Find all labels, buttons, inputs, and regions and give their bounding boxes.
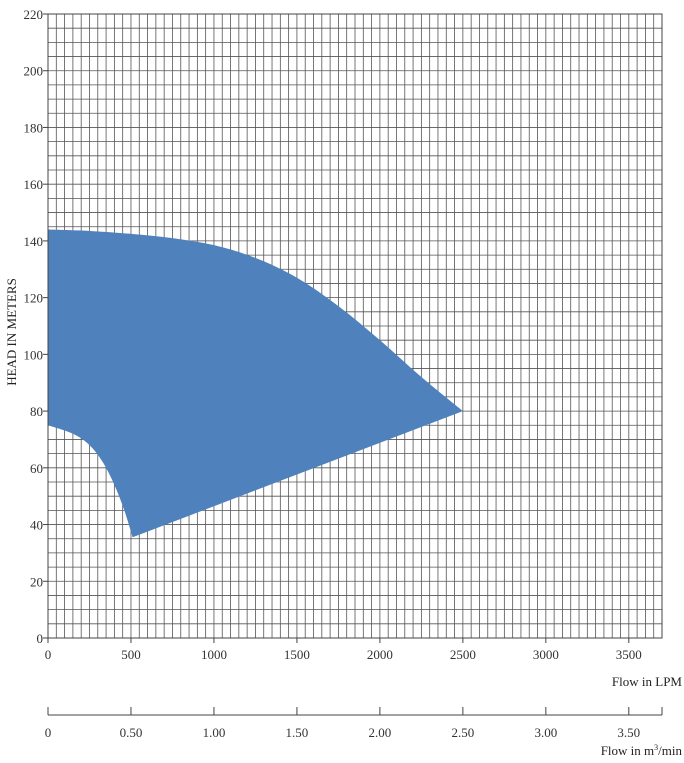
secondary-x-tick-label: 3.50 bbox=[617, 725, 640, 740]
y-axis-title: HEAD IN METERS bbox=[4, 278, 19, 386]
secondary-x-tick-label: 1.50 bbox=[286, 725, 309, 740]
x-tick-label: 3000 bbox=[533, 647, 559, 662]
y-tick-label: 0 bbox=[37, 631, 44, 646]
y-tick-label: 40 bbox=[30, 518, 43, 533]
x-tick-label: 3500 bbox=[616, 647, 642, 662]
y-tick-label: 80 bbox=[30, 404, 43, 419]
performance-area bbox=[48, 229, 463, 538]
y-tick-label: 120 bbox=[24, 291, 44, 306]
secondary-x-tick-label: 2.00 bbox=[369, 725, 392, 740]
y-tick-label: 20 bbox=[30, 574, 43, 589]
y-tick-label: 60 bbox=[30, 461, 43, 476]
x-tick-label: 500 bbox=[121, 647, 141, 662]
x-axis-title: Flow in LPM bbox=[612, 674, 683, 689]
secondary-x-axis-title: Flow in m3/min bbox=[601, 743, 683, 758]
performance-area-layer bbox=[48, 229, 463, 538]
y-tick-label: 220 bbox=[24, 7, 44, 22]
plot-frame bbox=[47, 13, 663, 639]
secondary-x-axis-title-prefix: Flow in m bbox=[601, 743, 654, 758]
plot-border bbox=[47, 13, 663, 639]
x-tick-label: 1000 bbox=[201, 647, 227, 662]
y-tick-label: 100 bbox=[24, 347, 44, 362]
secondary-x-tick-label: 3.00 bbox=[534, 725, 557, 740]
secondary-x-tick-label: 1.00 bbox=[203, 725, 226, 740]
y-tick-label: 200 bbox=[24, 64, 44, 79]
x-axis-ticks: 0 500 1000 1500 2000 2500 3000 3500 bbox=[45, 638, 642, 662]
x-tick-label: 0 bbox=[45, 647, 52, 662]
secondary-x-axis-title-sup: 3 bbox=[654, 743, 658, 752]
y-tick-label: 160 bbox=[24, 177, 44, 192]
x-tick-label: 2500 bbox=[450, 647, 476, 662]
x-tick-label: 2000 bbox=[367, 647, 393, 662]
y-tick-label: 180 bbox=[24, 120, 44, 135]
x-tick-label: 1500 bbox=[284, 647, 310, 662]
y-axis-ticks: 0 20 40 60 80 100 120 140 160 180 200 220 bbox=[24, 7, 48, 646]
y-tick-label: 140 bbox=[24, 234, 44, 249]
secondary-x-axis-title-suffix: /min bbox=[658, 743, 682, 758]
secondary-x-axis: 0 0.50 1.00 1.50 2.00 2.50 3.00 3.50 bbox=[45, 707, 663, 740]
secondary-x-tick-label: 0 bbox=[45, 725, 52, 740]
secondary-x-tick-label: 0.50 bbox=[120, 725, 143, 740]
secondary-x-tick-label: 2.50 bbox=[451, 725, 474, 740]
